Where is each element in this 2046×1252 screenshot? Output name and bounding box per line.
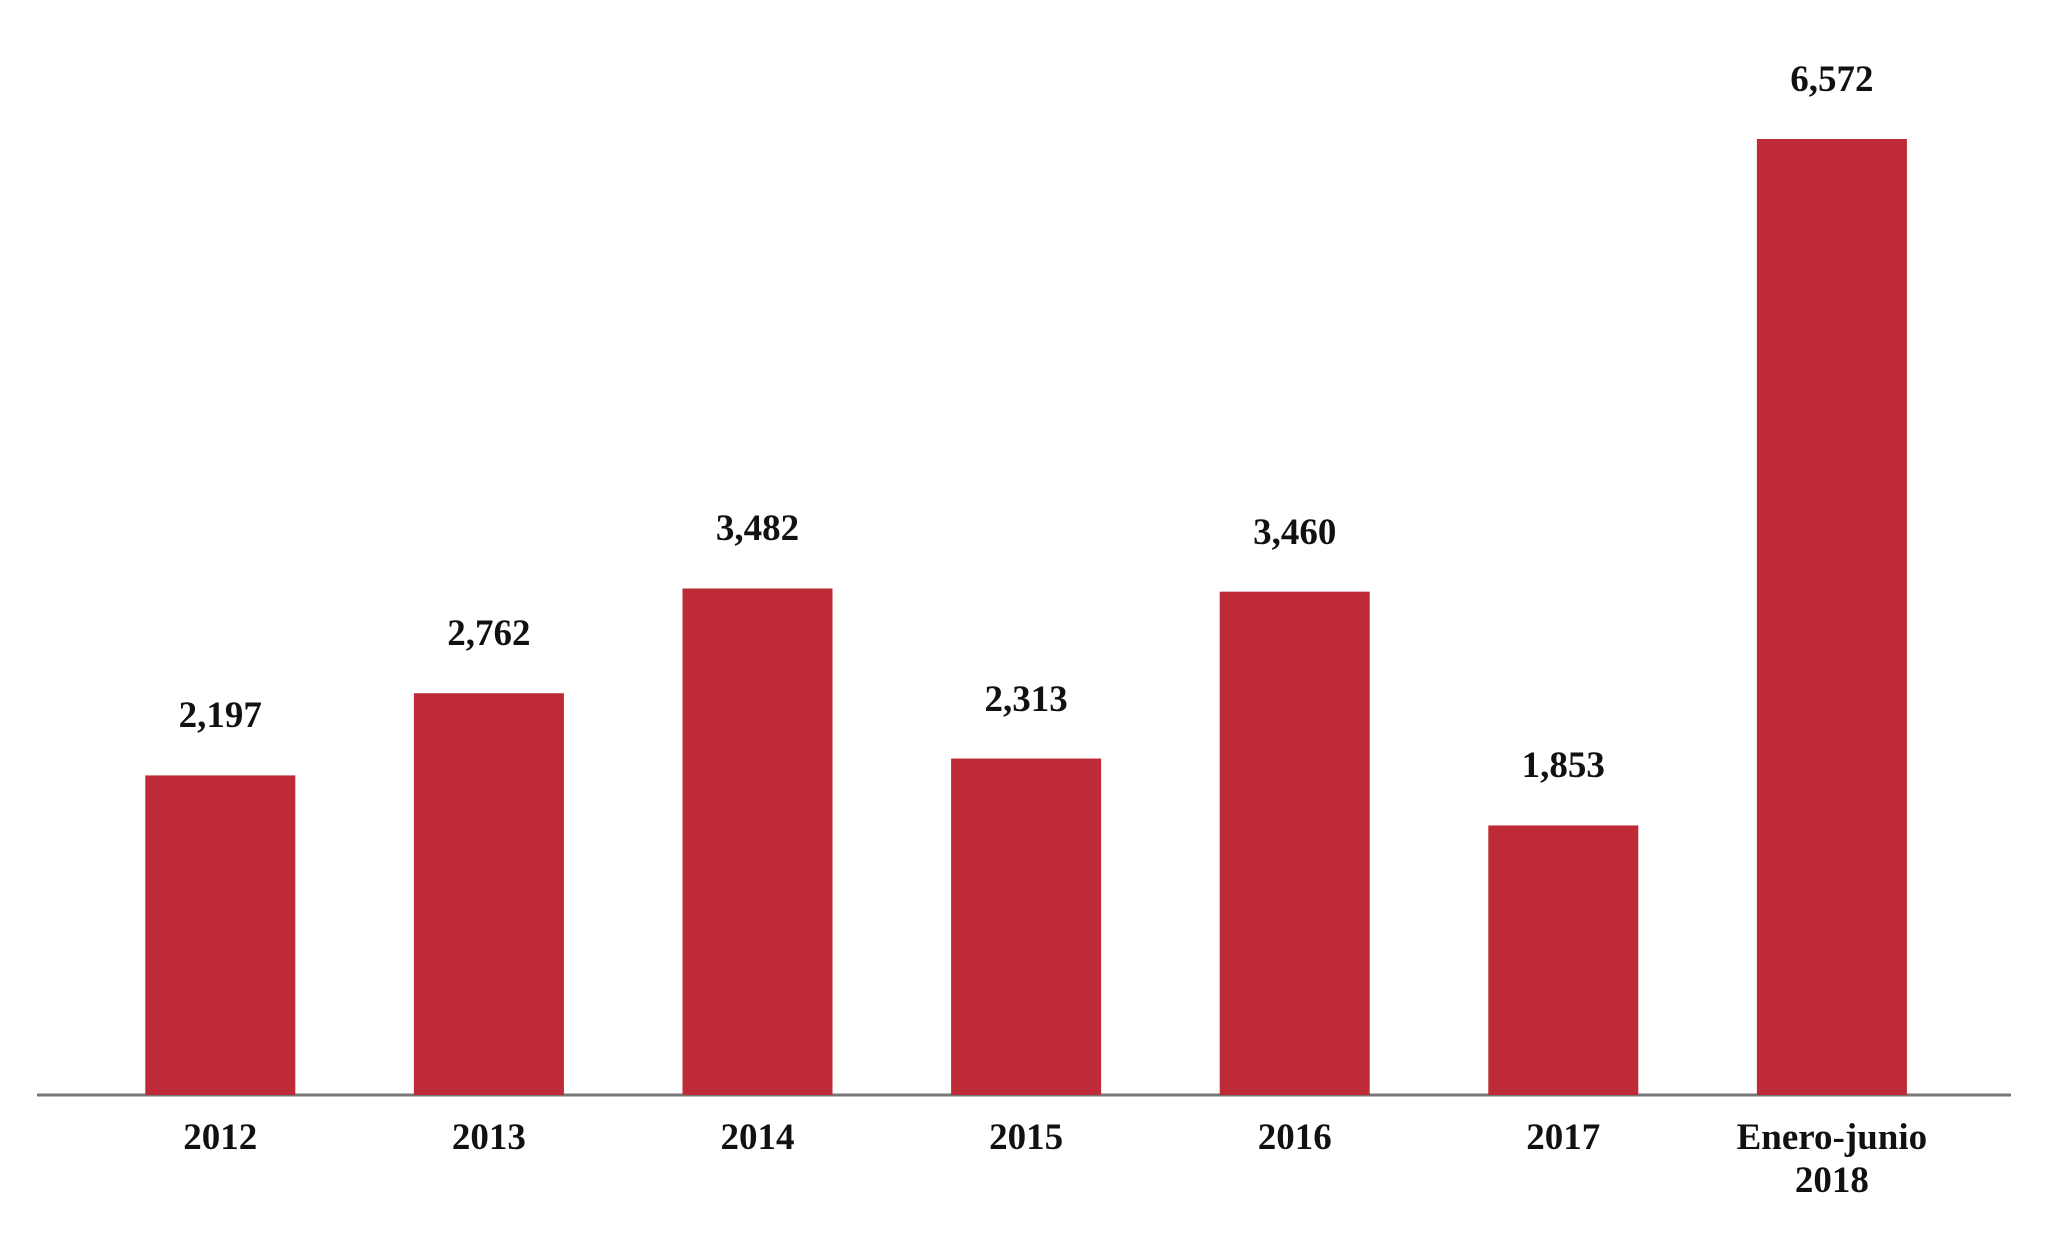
- bar: [682, 588, 833, 1095]
- value-label: 3,482: [715, 508, 800, 550]
- x-tick-label: 2016: [1257, 1117, 1332, 1158]
- value-label: 2,313: [984, 678, 1068, 720]
- bar: [413, 693, 564, 1095]
- x-tick-label: 2012: [183, 1117, 258, 1158]
- x-tick-label: 2013: [451, 1117, 526, 1158]
- bar: [145, 775, 296, 1095]
- x-tick-label: Enero-junio 2018: [1736, 1117, 1928, 1201]
- bar: [1756, 139, 1907, 1095]
- bar: [1488, 825, 1639, 1095]
- value-label: 2,197: [178, 695, 262, 737]
- x-tick-label: 2017: [1526, 1117, 1601, 1158]
- value-label: 3,460: [1253, 511, 1337, 553]
- value-label: 6,572: [1790, 59, 1874, 100]
- value-label: 2,762: [447, 613, 531, 655]
- value-label: 1,853: [1521, 745, 1605, 787]
- bar: [1219, 591, 1370, 1095]
- bar: [951, 758, 1102, 1095]
- x-tick-label: 2014: [720, 1117, 795, 1158]
- x-tick-label: 2015: [989, 1117, 1064, 1158]
